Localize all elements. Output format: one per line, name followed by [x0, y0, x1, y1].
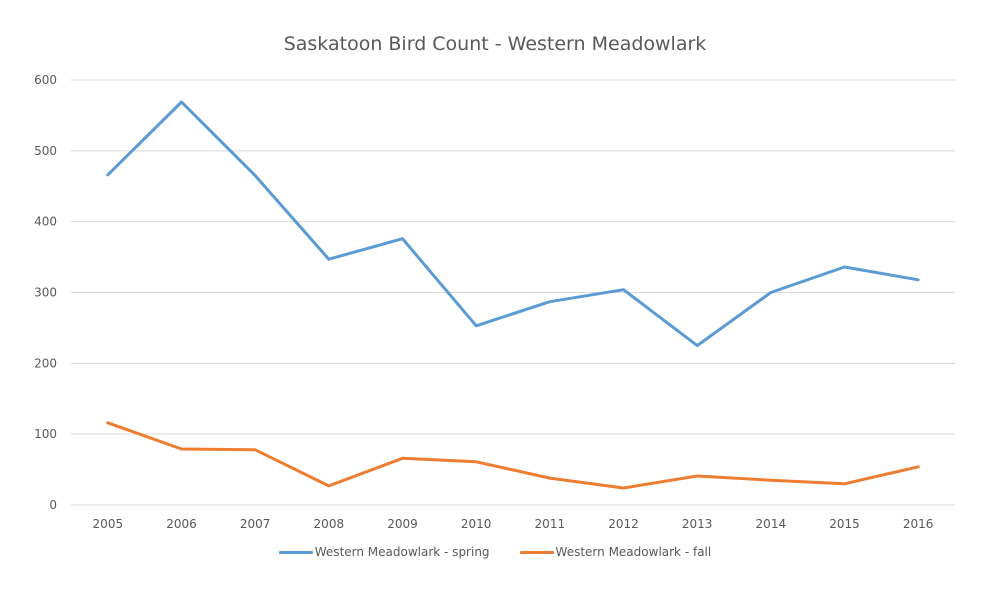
x-axis-tick-labels: 2005 2006 2007 2008 2009 2010 2011 2012 2013 2014… — [93, 517, 934, 531]
y-tick-label: 600 — [34, 73, 57, 87]
x-tick-label: 2009 — [387, 517, 418, 531]
x-tick-label: 2016 — [903, 517, 934, 531]
y-tick-label: 200 — [34, 356, 57, 370]
y-tick-label: 300 — [34, 286, 57, 300]
x-tick-label: 2008 — [314, 517, 345, 531]
legend-label-spring: Western Meadowlark - spring — [314, 545, 490, 559]
x-tick-label: 2015 — [829, 517, 860, 531]
series-line-fall — [106, 421, 920, 490]
legend-item-fall: Western Meadowlark - fall — [519, 545, 712, 559]
legend: Western Meadowlark - spring Western Mead… — [0, 545, 990, 559]
x-tick-label: 2012 — [608, 517, 639, 531]
series-line-spring — [106, 100, 920, 348]
legend-label-fall: Western Meadowlark - fall — [555, 545, 712, 559]
y-axis-tick-labels: 0 100 200 300 400 500 600 — [34, 73, 57, 512]
x-tick-label: 2014 — [756, 517, 787, 531]
x-tick-label: 2010 — [461, 517, 492, 531]
chart-title: Saskatoon Bird Count - Western Meadowlar… — [283, 33, 707, 55]
y-tick-label: 400 — [34, 215, 57, 229]
y-tick-label: 0 — [49, 498, 57, 512]
x-tick-label: 2005 — [93, 517, 124, 531]
data-series — [106, 100, 920, 490]
x-tick-label: 2007 — [240, 517, 271, 531]
x-tick-label: 2013 — [682, 517, 713, 531]
legend-swatch-spring — [278, 550, 313, 554]
x-tick-label: 2006 — [166, 517, 197, 531]
gridlines — [71, 79, 955, 506]
x-tick-label: 2011 — [535, 517, 566, 531]
y-tick-label: 100 — [34, 427, 57, 441]
y-tick-label: 500 — [34, 144, 57, 158]
legend-swatch-fall — [519, 550, 554, 554]
legend-item-spring: Western Meadowlark - spring — [278, 545, 490, 559]
